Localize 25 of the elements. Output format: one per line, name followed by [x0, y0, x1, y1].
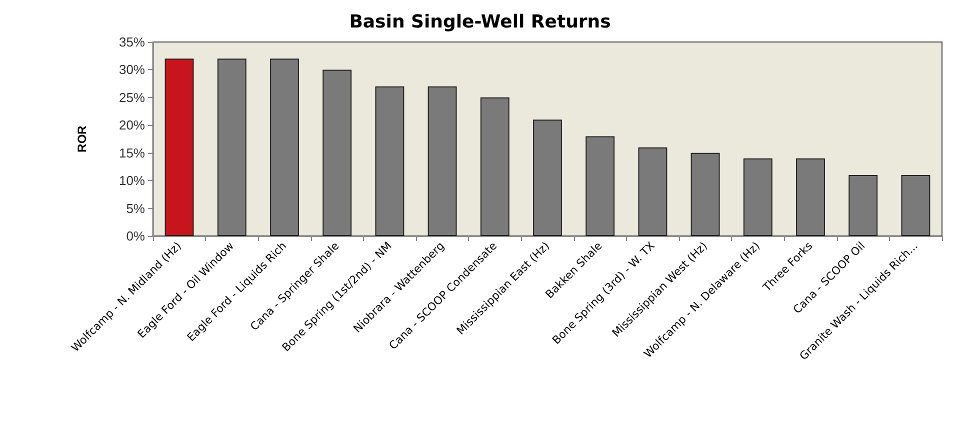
bar	[901, 175, 930, 236]
y-tick-label: 10%	[118, 173, 146, 188]
bar	[270, 58, 299, 236]
bar	[322, 70, 352, 236]
y-tick-label: 20%	[118, 118, 146, 133]
bar	[796, 158, 825, 236]
chart-title: Basin Single-Well Returns	[349, 12, 611, 32]
bar	[690, 152, 720, 236]
bar	[217, 58, 246, 236]
bar	[480, 97, 510, 236]
y-tick-label: 30%	[118, 62, 146, 78]
y-tick-label: 15%	[118, 145, 146, 160]
bar	[638, 147, 668, 236]
bar	[375, 86, 404, 236]
bar	[743, 158, 772, 236]
bar	[586, 136, 615, 236]
bar	[848, 175, 878, 236]
y-axis-title: ROR	[75, 125, 89, 152]
y-tick-label: 35%	[118, 34, 146, 50]
bar	[164, 58, 194, 236]
y-tick-label: 0%	[126, 228, 146, 244]
bar	[428, 86, 457, 236]
bar	[533, 120, 562, 236]
y-tick-label: 25%	[118, 90, 146, 105]
y-tick-label: 5%	[126, 200, 146, 216]
